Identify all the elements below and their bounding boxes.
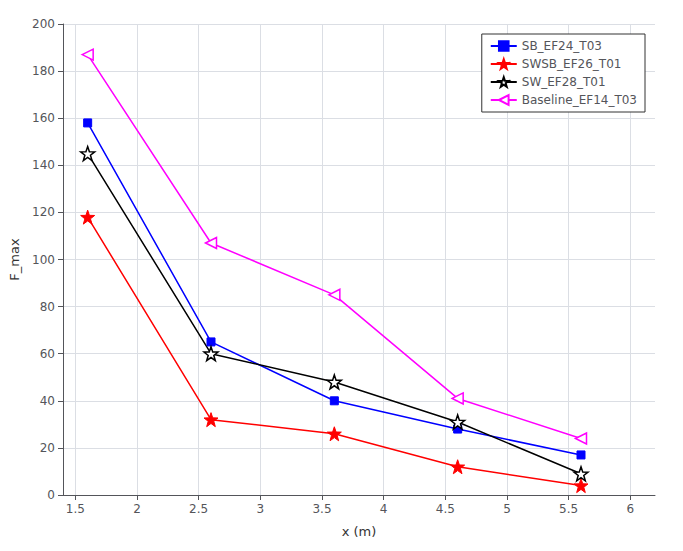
svg-text:3.5: 3.5 <box>312 502 331 516</box>
svg-text:0: 0 <box>47 488 55 502</box>
svg-text:4: 4 <box>380 502 388 516</box>
svg-text:6: 6 <box>627 502 635 516</box>
svg-text:20: 20 <box>40 441 55 455</box>
svg-text:40: 40 <box>40 394 55 408</box>
svg-text:5: 5 <box>503 502 511 516</box>
svg-text:Baseline_EF14_T03: Baseline_EF14_T03 <box>522 93 637 107</box>
svg-text:2: 2 <box>133 502 141 516</box>
svg-text:SWSB_EF26_T01: SWSB_EF26_T01 <box>522 57 622 71</box>
svg-text:5.5: 5.5 <box>559 502 578 516</box>
svg-text:60: 60 <box>40 347 55 361</box>
svg-text:SW_EF28_T01: SW_EF28_T01 <box>522 75 606 89</box>
svg-text:140: 140 <box>32 158 55 172</box>
svg-text:SB_EF24_T03: SB_EF24_T03 <box>522 39 602 53</box>
svg-text:x (m): x (m) <box>342 524 377 539</box>
svg-text:160: 160 <box>32 111 55 125</box>
svg-text:2.5: 2.5 <box>189 502 208 516</box>
svg-text:3: 3 <box>257 502 265 516</box>
svg-text:80: 80 <box>40 300 55 314</box>
svg-text:F_max: F_max <box>7 238 22 281</box>
svg-text:120: 120 <box>32 205 55 219</box>
svg-text:200: 200 <box>32 17 55 31</box>
svg-text:100: 100 <box>32 253 55 267</box>
svg-text:180: 180 <box>32 64 55 78</box>
svg-text:4.5: 4.5 <box>436 502 455 516</box>
svg-text:1.5: 1.5 <box>66 502 85 516</box>
